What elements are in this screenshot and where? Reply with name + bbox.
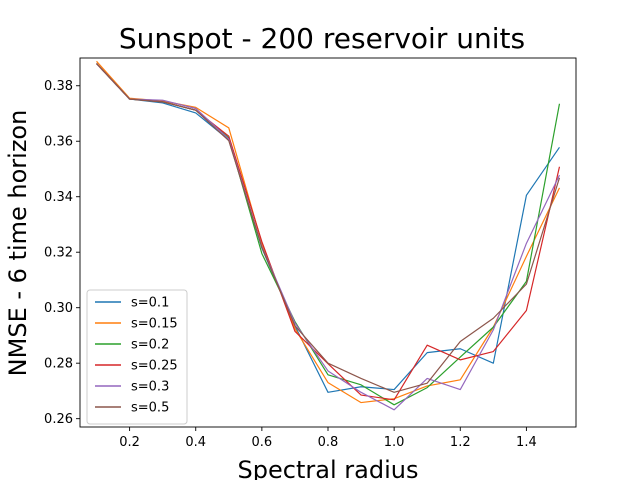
y-tick-label: 0.38: [44, 79, 73, 94]
series-line-6: [96, 63, 561, 393]
plot-area: 0.2 0.4 0.6 0.8 1.0 1.2 1.4 0.26 0.28 0.30 0.32 0.3…: [44, 57, 577, 450]
y-tick-label: 0.36: [44, 135, 73, 150]
x-tick-label: 0.2: [119, 435, 140, 450]
y-tick-label: 0.26: [44, 412, 73, 427]
y-tick-label: 0.30: [44, 301, 73, 316]
y-tick-label: 0.34: [44, 190, 73, 205]
legend-label-3: s=0.2: [131, 338, 169, 353]
x-tick-label: 1.0: [384, 435, 405, 450]
series-line-1: [96, 63, 560, 393]
legend-label-4: s=0.25: [131, 359, 178, 374]
series-line-5: [96, 63, 561, 411]
legend-label-1: s=0.1: [131, 296, 169, 311]
legend-label-5: s=0.3: [131, 380, 169, 395]
x-axis-label: Spectral radius: [238, 456, 419, 480]
x-tick-label: 0.4: [185, 435, 206, 450]
chart-title: Sunspot - 200 reservoir units: [119, 22, 525, 55]
legend-label-2: s=0.15: [131, 317, 178, 332]
y-tick-label: 0.28: [44, 357, 73, 372]
x-tick-label: 1.4: [516, 435, 537, 450]
x-tick-label: 0.6: [252, 435, 273, 450]
x-tick-label: 1.2: [450, 435, 471, 450]
y-tick-label: 0.32: [44, 246, 73, 261]
legend-label-6: s=0.5: [131, 401, 169, 416]
x-tick-label: 0.8: [318, 435, 339, 450]
y-axis-label: NMSE - 6 time horizon: [4, 110, 32, 377]
